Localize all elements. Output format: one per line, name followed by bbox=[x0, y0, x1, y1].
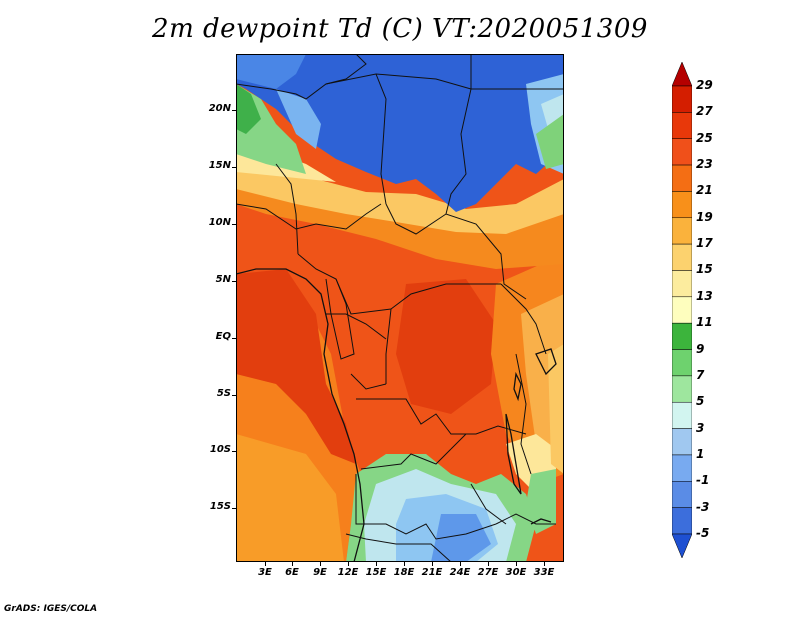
colorbar-segment bbox=[671, 61, 693, 87]
colorbar-segment bbox=[671, 85, 693, 113]
lon-label-15e: 15E bbox=[365, 567, 387, 578]
credit-text: GrADS: IGES/COLA bbox=[4, 604, 98, 614]
colorbar-label: 5 bbox=[696, 394, 705, 409]
field-sahara-blue bbox=[236, 54, 564, 212]
colorbar-segment bbox=[671, 217, 693, 245]
lon-label-6e: 6E bbox=[285, 567, 299, 578]
lat-label-5n: 5N bbox=[215, 274, 231, 285]
lon-label-24e: 24E bbox=[449, 567, 471, 578]
field-ne-green bbox=[536, 114, 564, 169]
field-c-red bbox=[396, 279, 496, 414]
colorbar-label: -1 bbox=[696, 473, 710, 488]
field-sahel-yellow bbox=[236, 149, 564, 234]
colorbar-segment bbox=[671, 401, 693, 429]
lat-tick bbox=[232, 110, 236, 111]
lon-tick bbox=[544, 562, 545, 566]
lat-label-10n: 10N bbox=[208, 217, 231, 228]
lat-label-5s: 5S bbox=[216, 388, 231, 399]
colorbar-segment bbox=[671, 322, 693, 350]
lon-tick bbox=[376, 562, 377, 566]
colorbar-label: 15 bbox=[696, 262, 713, 277]
lat-tick bbox=[232, 395, 236, 396]
colorbar-label: 29 bbox=[696, 78, 713, 92]
colorbar-segment bbox=[671, 375, 693, 403]
colorbar-segment bbox=[671, 138, 693, 166]
colorbar-label: 25 bbox=[696, 130, 713, 145]
lon-tick bbox=[432, 562, 433, 566]
colorbar-label: 21 bbox=[696, 183, 713, 198]
field-nw-lightblue bbox=[236, 54, 306, 89]
colorbar-segment bbox=[671, 533, 693, 559]
lon-label-18e: 18E bbox=[393, 567, 415, 578]
field-se-green bbox=[526, 469, 556, 534]
lon-label-12e: 12E bbox=[337, 567, 359, 578]
lon-label-33e: 33E bbox=[533, 567, 555, 578]
colorbar-segment bbox=[671, 112, 693, 139]
lon-label-9e: 9E bbox=[313, 567, 327, 578]
colorbar-label: -5 bbox=[696, 526, 710, 540]
field-e-edge bbox=[548, 344, 564, 474]
colorbar-segment bbox=[671, 349, 693, 377]
lakes bbox=[505, 348, 557, 525]
colorbar-label: 19 bbox=[696, 209, 713, 224]
colorbar-segment bbox=[671, 454, 693, 482]
lon-tick bbox=[348, 562, 349, 566]
colorbar bbox=[671, 61, 693, 559]
lat-label-10s: 10S bbox=[209, 444, 231, 455]
map-title: 2m dewpoint Td (C) VT:2020051309 bbox=[152, 14, 648, 44]
lat-tick bbox=[232, 167, 236, 168]
colorbar-label: -3 bbox=[696, 499, 710, 514]
lon-tick bbox=[488, 562, 489, 566]
lon-tick bbox=[460, 562, 461, 566]
lat-tick bbox=[232, 281, 236, 282]
colorbar-segment bbox=[671, 164, 693, 192]
lat-label-20n: 20N bbox=[208, 103, 231, 114]
lat-tick bbox=[232, 338, 236, 339]
colorbar-label: 7 bbox=[696, 367, 705, 382]
colorbar-label: 13 bbox=[696, 288, 713, 303]
colorbar-segment bbox=[671, 191, 693, 219]
lat-tick bbox=[232, 451, 236, 452]
colorbar-label: 9 bbox=[696, 341, 705, 356]
lon-tick bbox=[265, 562, 266, 566]
colorbar-segment bbox=[671, 481, 693, 508]
dewpoint-field bbox=[236, 54, 564, 562]
lat-label-eq: EQ bbox=[215, 331, 231, 342]
field-s-blue bbox=[431, 514, 491, 562]
colorbar-segment bbox=[671, 243, 693, 271]
lon-label-3e: 3E bbox=[258, 567, 272, 578]
lon-tick bbox=[320, 562, 321, 566]
lon-label-30e: 30E bbox=[505, 567, 527, 578]
dewpoint-map bbox=[236, 54, 564, 562]
colorbar-label: 11 bbox=[696, 315, 713, 330]
lon-tick bbox=[292, 562, 293, 566]
field-sw-light bbox=[236, 434, 344, 562]
colorbar-label: 1 bbox=[696, 446, 705, 461]
colorbar-segment bbox=[671, 270, 693, 298]
field-sahara-paleblue bbox=[276, 89, 321, 149]
lon-label-27e: 27E bbox=[477, 567, 499, 578]
lat-tick bbox=[232, 224, 236, 225]
country-borders bbox=[236, 54, 564, 562]
lon-tick bbox=[404, 562, 405, 566]
field-w-red bbox=[236, 269, 356, 464]
colorbar-label: 3 bbox=[696, 420, 705, 435]
colorbar-graphic bbox=[671, 61, 693, 559]
lat-label-15s: 15S bbox=[209, 501, 231, 512]
colorbar-segment bbox=[671, 296, 693, 324]
colorbar-label: 23 bbox=[696, 157, 713, 172]
coastline bbox=[236, 268, 365, 562]
colorbar-segment bbox=[671, 428, 693, 456]
lon-tick bbox=[516, 562, 517, 566]
colorbar-segment bbox=[671, 507, 693, 535]
colorbar-label: 27 bbox=[696, 104, 713, 119]
colorbar-label: 17 bbox=[696, 236, 713, 251]
lat-tick bbox=[232, 508, 236, 509]
lat-label-15n: 15N bbox=[208, 160, 231, 171]
field-w-darkgreen bbox=[236, 84, 261, 134]
lon-label-21e: 21E bbox=[421, 567, 443, 578]
